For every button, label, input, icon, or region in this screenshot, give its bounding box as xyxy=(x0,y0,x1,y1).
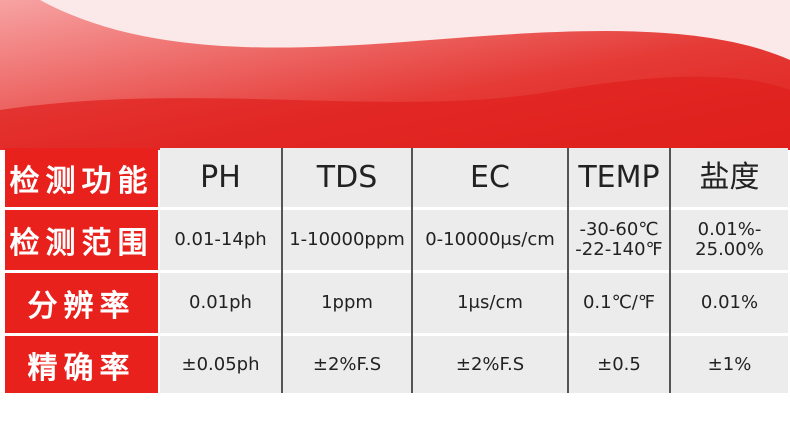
cell-text: ±2%F.S xyxy=(455,353,525,375)
table-cell: ±0.5 xyxy=(569,336,669,393)
column-divider xyxy=(281,148,283,393)
wave-banner xyxy=(0,0,790,150)
cell-text: 0.1℃/℉ xyxy=(582,292,656,314)
cell-text: 0.01-14ph xyxy=(174,229,267,251)
cell-text: 25.00% xyxy=(695,239,764,260)
table-cell: EC xyxy=(413,148,567,207)
table-cell: 1-10000ppm xyxy=(283,210,411,270)
cell-text: 0.01ph xyxy=(189,292,252,314)
table-cell: PH xyxy=(160,148,281,207)
table-cell: 1ppm xyxy=(283,273,411,333)
row-label: 检测功能 xyxy=(5,148,158,207)
cell-text: 1ppm xyxy=(321,292,373,314)
row-label: 检测范围 xyxy=(5,210,158,270)
table-cell: ±2%F.S xyxy=(413,336,567,393)
cell-text: ±0.5 xyxy=(597,353,641,375)
row-label: 分辨率 xyxy=(5,273,158,333)
cell-text: 0.01%- xyxy=(697,219,762,241)
column-divider xyxy=(567,148,569,393)
cell-text: -22-140℉ xyxy=(575,239,663,260)
cell-text: 1-10000ppm xyxy=(289,229,405,251)
table-cell: 0.1℃/℉ xyxy=(569,273,669,333)
cell-text: ±1% xyxy=(707,353,752,375)
table-cell: ±1% xyxy=(671,336,788,393)
column-divider xyxy=(411,148,413,393)
cell-text: ±2%F.S xyxy=(312,353,382,375)
table-cell: ±2%F.S xyxy=(283,336,411,393)
cell-text: 0.01% xyxy=(700,292,759,314)
cell-text: PH xyxy=(200,160,241,195)
table-cell: ±0.05ph xyxy=(160,336,281,393)
table-cell: TEMP xyxy=(569,148,669,207)
table-cell: 盐度 xyxy=(671,148,788,207)
cell-text: EC xyxy=(470,160,510,195)
cell-text: TDS xyxy=(316,160,378,195)
column-divider xyxy=(669,148,671,393)
table-cell: 0.01% xyxy=(671,273,788,333)
table-cell: 0.01ph xyxy=(160,273,281,333)
table-cell: 1μs/cm xyxy=(413,273,567,333)
cell-text: 0-10000μs/cm xyxy=(425,229,555,251)
row-label: 精确率 xyxy=(5,336,158,393)
table-cell: TDS xyxy=(283,148,411,207)
cell-text: 1μs/cm xyxy=(457,292,523,314)
table-cell: 0.01%- 25.00% xyxy=(671,210,788,270)
cell-text: TEMP xyxy=(578,160,660,195)
table-cell: 0.01-14ph xyxy=(160,210,281,270)
cell-text: ±0.05ph xyxy=(181,353,260,375)
table-cell: 0-10000μs/cm xyxy=(413,210,567,270)
cell-text: 盐度 xyxy=(699,160,760,195)
table-cell: -30-60℃ -22-140℉ xyxy=(569,210,669,270)
cell-text: -30-60℃ xyxy=(579,219,659,241)
